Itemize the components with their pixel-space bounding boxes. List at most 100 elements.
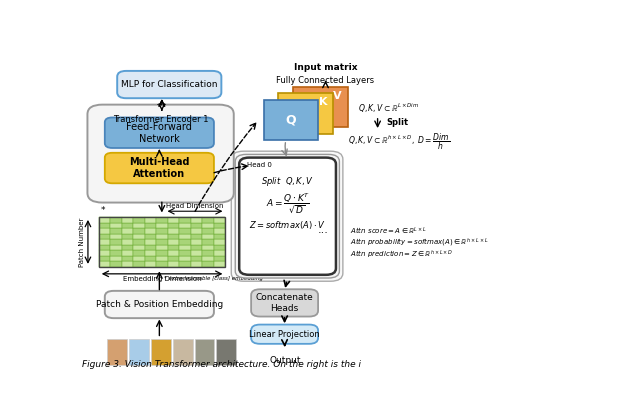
Bar [191, 256, 202, 261]
Bar [156, 256, 168, 261]
Bar [156, 228, 168, 234]
Text: $Attn\ probability=softmax(A)\in\mathbb{R}^{h\times L\times L}$: $Attn\ probability=softmax(A)\in\mathbb{… [350, 237, 489, 249]
Bar [214, 223, 225, 228]
FancyBboxPatch shape [105, 153, 214, 183]
Bar [202, 245, 214, 250]
Text: * extra learnable [class] embedding: * extra learnable [class] embedding [164, 276, 263, 281]
Bar [129, 339, 149, 365]
FancyBboxPatch shape [88, 105, 234, 203]
Bar [202, 234, 214, 239]
Bar [122, 256, 133, 261]
Bar [191, 250, 202, 256]
Bar [110, 245, 122, 250]
Bar [110, 250, 122, 256]
Bar [179, 228, 191, 234]
Text: $A=\dfrac{Q\cdot K^T}{\sqrt{D}}$: $A=\dfrac{Q\cdot K^T}{\sqrt{D}}$ [266, 191, 310, 214]
Text: Concatenate
Heads: Concatenate Heads [256, 293, 314, 313]
Bar [168, 234, 179, 239]
Bar [133, 250, 145, 256]
Bar [214, 256, 225, 261]
Bar [133, 256, 145, 261]
Bar [168, 228, 179, 234]
Bar [214, 261, 225, 267]
Text: Input matrix: Input matrix [294, 63, 357, 72]
Bar [145, 234, 156, 239]
Bar [191, 223, 202, 228]
Bar [264, 100, 318, 140]
Text: Patch & Position Embedding: Patch & Position Embedding [96, 300, 223, 309]
Bar [202, 250, 214, 256]
Bar [202, 228, 214, 234]
Bar [99, 245, 110, 250]
Bar [191, 245, 202, 250]
FancyBboxPatch shape [251, 324, 318, 344]
Bar [168, 223, 179, 228]
Text: Head n: Head n [312, 156, 337, 161]
Bar [168, 250, 179, 256]
Bar [202, 256, 214, 261]
Text: Head 1: Head 1 [308, 158, 333, 165]
Bar [99, 234, 110, 239]
Bar [179, 234, 191, 239]
Text: Output: Output [269, 356, 301, 365]
Text: Fully Connected Layers: Fully Connected Layers [276, 76, 374, 85]
Bar [122, 228, 133, 234]
Bar [145, 223, 156, 228]
Bar [99, 217, 110, 223]
Text: ...: ... [317, 225, 328, 235]
Bar [179, 250, 191, 256]
Bar [168, 245, 179, 250]
Bar [145, 228, 156, 234]
Bar [133, 223, 145, 228]
Bar [122, 250, 133, 256]
Bar [156, 223, 168, 228]
Bar [191, 217, 202, 223]
FancyBboxPatch shape [105, 291, 214, 318]
Bar [133, 228, 145, 234]
Bar [179, 256, 191, 261]
Bar [168, 256, 179, 261]
Bar [191, 228, 202, 234]
Bar [179, 239, 191, 245]
Bar [156, 239, 168, 245]
Text: *: * [100, 206, 105, 216]
Text: $Split\ \ Q,K,V$: $Split\ \ Q,K,V$ [261, 175, 314, 188]
Text: K: K [319, 97, 327, 107]
Bar [133, 239, 145, 245]
Bar [202, 217, 214, 223]
FancyBboxPatch shape [239, 158, 336, 275]
Bar [145, 256, 156, 261]
Bar [191, 261, 202, 267]
Bar [110, 261, 122, 267]
Bar [156, 250, 168, 256]
Bar [145, 217, 156, 223]
Bar [214, 239, 225, 245]
Bar [202, 261, 214, 267]
Text: Split: Split [387, 118, 409, 127]
Text: V: V [333, 91, 342, 101]
Bar [133, 245, 145, 250]
Bar [122, 239, 133, 245]
Bar [133, 234, 145, 239]
Text: Multi-Head
Attention: Multi-Head Attention [129, 157, 189, 179]
FancyBboxPatch shape [236, 154, 339, 278]
Text: Patch Number: Patch Number [79, 217, 85, 266]
Bar [145, 239, 156, 245]
Bar [122, 261, 133, 267]
Bar [173, 339, 193, 365]
Bar [99, 261, 110, 267]
Text: ...: ... [156, 95, 168, 108]
Bar [156, 261, 168, 267]
Bar [195, 339, 214, 365]
Bar [99, 239, 110, 245]
Bar [122, 234, 133, 239]
Bar [99, 217, 225, 267]
Bar [278, 93, 333, 133]
FancyBboxPatch shape [105, 118, 214, 148]
Bar [122, 217, 133, 223]
Text: Transformer Encoder 1: Transformer Encoder 1 [113, 115, 209, 124]
Bar [202, 239, 214, 245]
Bar [156, 234, 168, 239]
Bar [110, 217, 122, 223]
Bar [191, 239, 202, 245]
